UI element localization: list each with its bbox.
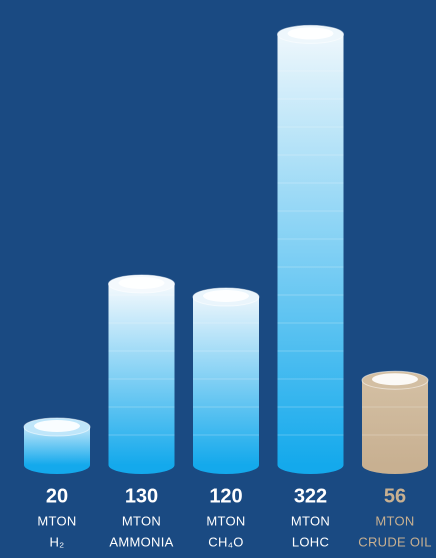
bar: [108, 284, 175, 465]
cap-highlight: [372, 373, 418, 386]
value-label: 56: [384, 485, 406, 507]
bar: [277, 34, 344, 466]
value-label: 20: [46, 485, 68, 507]
category-label: CRUDE OIL: [358, 534, 432, 549]
unit-label: MTON: [122, 513, 161, 528]
bar: [362, 380, 428, 465]
category-label: H₂: [49, 534, 64, 549]
unit-label: MTON: [37, 513, 76, 528]
bar: [193, 297, 259, 465]
value-label: 130: [125, 485, 158, 507]
cap-highlight: [118, 277, 165, 289]
unit-label: MTON: [291, 513, 330, 528]
category-label: AMMONIA: [109, 534, 173, 549]
cap-highlight: [203, 290, 249, 302]
value-label: 322: [294, 485, 327, 507]
category-label: LOHC: [292, 534, 329, 549]
unit-label: MTON: [375, 513, 414, 528]
category-label: CH₄O: [208, 534, 243, 549]
cap-highlight: [34, 420, 80, 432]
cap-highlight: [287, 27, 334, 40]
value-label: 120: [209, 485, 242, 507]
unit-label: MTON: [206, 513, 245, 528]
